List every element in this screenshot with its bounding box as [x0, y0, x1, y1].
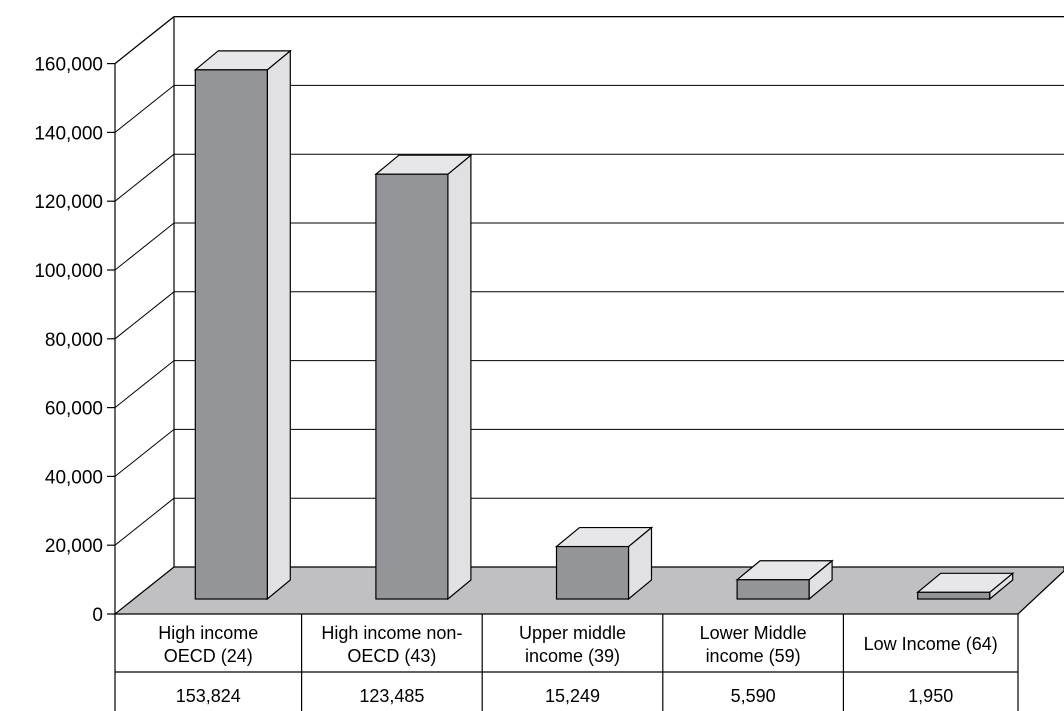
category-label: High income	[158, 623, 258, 643]
bar-front	[736, 579, 810, 600]
y-tick-label: 140,000	[34, 123, 103, 144]
y-tick-label: 80,000	[45, 330, 103, 351]
gridline-side	[114, 222, 175, 271]
bar-4	[916, 572, 1015, 601]
y-tick-label: 160,000	[34, 55, 103, 76]
bar-front	[194, 69, 268, 600]
y-tick-label: 0	[92, 605, 103, 626]
category-label: OECD (24)	[164, 646, 253, 666]
bar-side	[447, 153, 472, 601]
category-label: OECD (43)	[347, 646, 436, 666]
table-category-cell: High income OECD (24) 153,824	[158, 623, 258, 706]
value-label: 15,249	[545, 686, 600, 706]
y-tick-label: 120,000	[34, 192, 103, 213]
gridline-side	[114, 16, 175, 64]
gridline-side	[114, 153, 175, 202]
category-label: Low Income (64)	[864, 634, 998, 654]
category-label: income (59)	[706, 646, 801, 666]
table-category-cell: Low Income (64) 1,950	[864, 634, 998, 706]
category-label: income (39)	[525, 646, 620, 666]
bars	[193, 49, 1015, 601]
value-label: 123,485	[359, 686, 424, 706]
value-label: 1,950	[908, 686, 953, 706]
gridline-side	[114, 497, 175, 546]
value-label: 153,824	[176, 686, 241, 706]
gridlines	[114, 16, 1064, 546]
bar-side	[266, 49, 291, 601]
bar-front	[375, 173, 449, 600]
y-tick-label: 100,000	[34, 261, 103, 282]
gridline-side	[114, 291, 175, 340]
gridline-side	[114, 85, 175, 133]
table-category-cell: High income non- OECD (43) 123,485	[321, 623, 462, 706]
y-tick-label: 40,000	[45, 467, 103, 488]
gridline-side	[114, 429, 175, 477]
y-tick-label: 20,000	[45, 536, 103, 557]
category-label: High income non-	[321, 623, 462, 643]
value-label: 5,590	[731, 686, 776, 706]
category-label: Upper middle	[519, 623, 626, 643]
bar-1	[374, 153, 473, 601]
bar-front	[555, 545, 630, 600]
bar-front	[917, 591, 991, 600]
table-category-cell: Upper middle income (39) 15,249	[519, 623, 626, 706]
y-axis-tick-labels: 0 20,000 40,000 60,000 80,000 100,000 120,000 1…	[34, 55, 115, 626]
category-label: Lower Middle	[700, 623, 807, 643]
table-category-cell: Lower Middle income (59) 5,590	[700, 623, 807, 706]
data-table: High income OECD (24) 153,824 High income n…	[114, 614, 1019, 711]
bar-2	[554, 526, 654, 601]
gridline-side	[114, 360, 175, 408]
bar-3	[735, 559, 834, 601]
y-tick-label: 60,000	[45, 399, 103, 420]
bar-0	[193, 49, 292, 601]
